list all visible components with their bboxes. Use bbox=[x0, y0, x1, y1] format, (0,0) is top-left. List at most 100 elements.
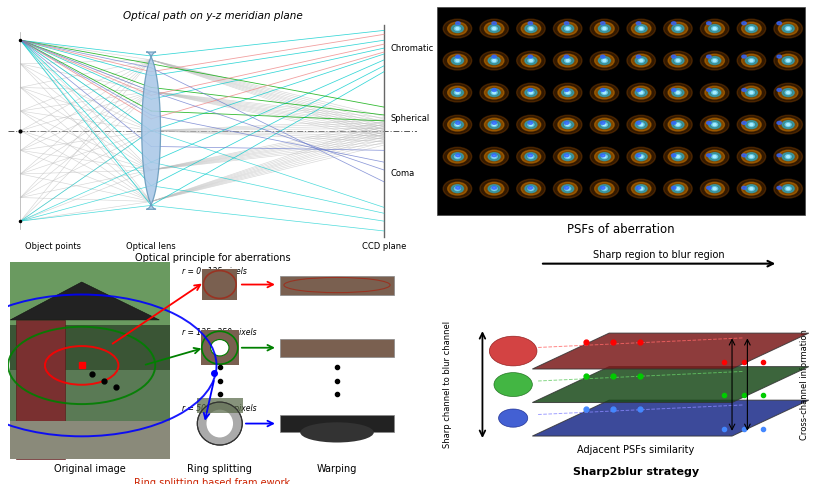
Circle shape bbox=[748, 59, 754, 62]
Circle shape bbox=[632, 86, 651, 99]
Circle shape bbox=[595, 150, 614, 163]
Circle shape bbox=[566, 156, 569, 158]
Circle shape bbox=[484, 22, 504, 35]
Circle shape bbox=[779, 86, 798, 99]
Circle shape bbox=[492, 22, 497, 25]
Circle shape bbox=[553, 83, 582, 102]
FancyBboxPatch shape bbox=[197, 398, 243, 413]
Circle shape bbox=[712, 91, 717, 94]
Text: Object points: Object points bbox=[25, 242, 81, 251]
Circle shape bbox=[603, 156, 606, 158]
Circle shape bbox=[636, 154, 641, 157]
Circle shape bbox=[553, 147, 582, 166]
Text: Cross-channel information: Cross-channel information bbox=[801, 329, 810, 440]
Circle shape bbox=[448, 182, 467, 195]
Circle shape bbox=[590, 147, 618, 166]
Circle shape bbox=[742, 150, 761, 163]
Circle shape bbox=[598, 185, 610, 193]
Circle shape bbox=[565, 155, 571, 159]
Circle shape bbox=[742, 186, 746, 189]
Circle shape bbox=[595, 182, 614, 195]
Circle shape bbox=[663, 19, 692, 38]
Text: Chromatic: Chromatic bbox=[391, 44, 433, 53]
Circle shape bbox=[737, 19, 766, 38]
Circle shape bbox=[777, 154, 782, 157]
Circle shape bbox=[748, 91, 754, 94]
Circle shape bbox=[561, 152, 574, 161]
Circle shape bbox=[774, 83, 802, 102]
Ellipse shape bbox=[211, 339, 229, 356]
Circle shape bbox=[565, 121, 569, 124]
Circle shape bbox=[454, 187, 461, 191]
Circle shape bbox=[787, 91, 790, 93]
Circle shape bbox=[595, 86, 614, 99]
Circle shape bbox=[636, 22, 641, 25]
Circle shape bbox=[456, 60, 459, 61]
Ellipse shape bbox=[197, 402, 242, 445]
Circle shape bbox=[713, 91, 717, 93]
Circle shape bbox=[600, 22, 605, 25]
Circle shape bbox=[750, 60, 753, 61]
Circle shape bbox=[516, 19, 545, 38]
Circle shape bbox=[635, 25, 647, 32]
Circle shape bbox=[516, 51, 545, 70]
Circle shape bbox=[558, 86, 578, 99]
Circle shape bbox=[598, 121, 610, 129]
Circle shape bbox=[676, 188, 680, 190]
Circle shape bbox=[700, 147, 729, 166]
Circle shape bbox=[489, 336, 537, 366]
Circle shape bbox=[491, 122, 498, 127]
Circle shape bbox=[603, 60, 606, 61]
Circle shape bbox=[640, 188, 643, 190]
Circle shape bbox=[565, 55, 569, 58]
Circle shape bbox=[565, 187, 571, 191]
Circle shape bbox=[700, 83, 729, 102]
Circle shape bbox=[484, 182, 504, 195]
Circle shape bbox=[713, 123, 717, 126]
FancyBboxPatch shape bbox=[202, 270, 237, 300]
Circle shape bbox=[600, 89, 605, 91]
Circle shape bbox=[700, 179, 729, 198]
Circle shape bbox=[748, 27, 754, 30]
Circle shape bbox=[484, 118, 504, 131]
Circle shape bbox=[632, 22, 651, 35]
Circle shape bbox=[603, 123, 606, 126]
Circle shape bbox=[787, 156, 790, 158]
Circle shape bbox=[779, 118, 798, 131]
Circle shape bbox=[528, 55, 533, 58]
Circle shape bbox=[787, 28, 790, 30]
Circle shape bbox=[600, 55, 605, 58]
Circle shape bbox=[787, 188, 790, 190]
Text: PSFs of aberration: PSFs of aberration bbox=[567, 223, 675, 236]
Circle shape bbox=[443, 115, 471, 134]
Circle shape bbox=[750, 156, 753, 158]
Circle shape bbox=[635, 152, 647, 161]
Circle shape bbox=[595, 22, 614, 35]
Circle shape bbox=[745, 89, 757, 96]
Polygon shape bbox=[142, 52, 160, 209]
Circle shape bbox=[638, 122, 644, 127]
Circle shape bbox=[480, 83, 508, 102]
Circle shape bbox=[705, 150, 725, 163]
Circle shape bbox=[494, 373, 533, 396]
Circle shape bbox=[627, 51, 655, 70]
Text: r = 0~125 pixels: r = 0~125 pixels bbox=[181, 267, 247, 276]
Circle shape bbox=[632, 118, 651, 131]
Circle shape bbox=[528, 121, 533, 124]
Circle shape bbox=[713, 28, 717, 30]
Circle shape bbox=[561, 57, 574, 64]
Circle shape bbox=[774, 147, 802, 166]
Circle shape bbox=[774, 115, 802, 134]
Circle shape bbox=[782, 25, 794, 32]
Circle shape bbox=[528, 122, 534, 127]
Circle shape bbox=[529, 188, 533, 190]
Circle shape bbox=[565, 27, 571, 30]
Circle shape bbox=[561, 121, 574, 129]
Circle shape bbox=[675, 155, 681, 159]
Circle shape bbox=[676, 28, 680, 30]
Circle shape bbox=[456, 123, 459, 126]
Circle shape bbox=[675, 91, 681, 94]
Circle shape bbox=[443, 19, 471, 38]
Circle shape bbox=[712, 27, 717, 30]
Circle shape bbox=[590, 19, 618, 38]
